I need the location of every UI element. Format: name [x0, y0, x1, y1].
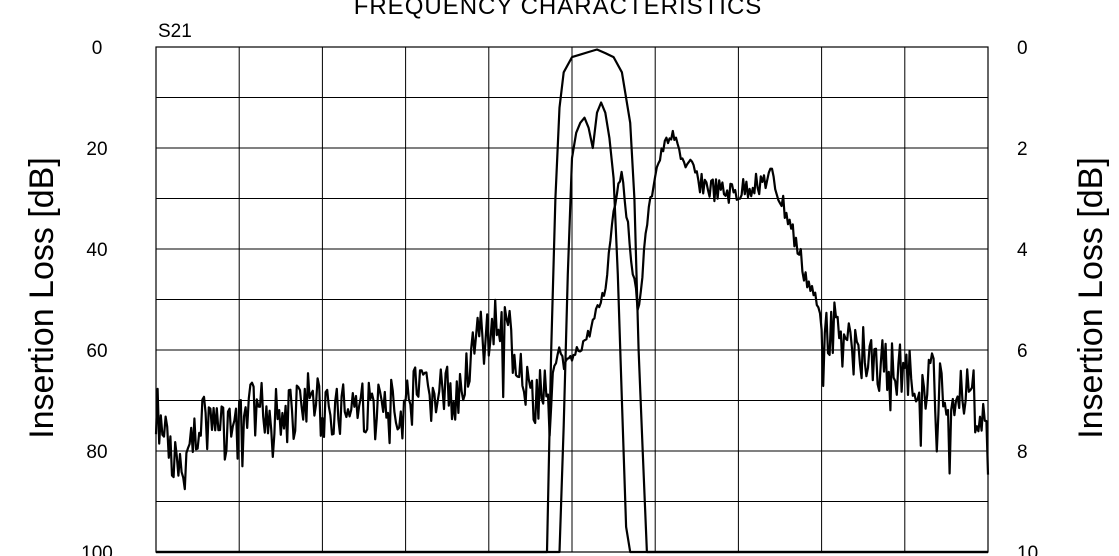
y-tick-label-right: 0 [1017, 38, 1028, 59]
plot-grid [156, 47, 988, 552]
y-axis-label-right: Insertion Loss [dB] [1072, 157, 1110, 439]
y-tick-label-right: 6 [1017, 341, 1028, 362]
y-ticks-right: 0 2 4 6 8 10 [1017, 38, 1038, 556]
y-ticks-left: 0 20 40 60 80 100 [81, 38, 113, 556]
series-line-3 [156, 101, 988, 554]
y-tick-label-left: 0 [92, 38, 103, 59]
y-tick-label-right: 10 [1017, 543, 1038, 556]
y-tick-label-left: 60 [86, 341, 107, 362]
chart-title: FREQUENCY CHARACTERISTICS [354, 0, 763, 20]
series-line-2 [156, 48, 988, 554]
y-tick-label-left: 20 [86, 139, 107, 160]
series-traces [154, 48, 990, 554]
y-tick-label-left: 40 [86, 240, 107, 261]
y-axis-label-left: Insertion Loss [dB] [23, 157, 61, 439]
plot-frame [155, 46, 989, 553]
y-tick-label-right: 4 [1017, 240, 1028, 261]
y-tick-label-left: 80 [86, 442, 107, 463]
series-line-1 [154, 129, 990, 491]
chart-subtitle: S21 [158, 21, 192, 42]
y-tick-label-right: 2 [1017, 139, 1028, 160]
y-tick-label-left: 100 [81, 543, 113, 556]
y-tick-label-right: 8 [1017, 442, 1028, 463]
